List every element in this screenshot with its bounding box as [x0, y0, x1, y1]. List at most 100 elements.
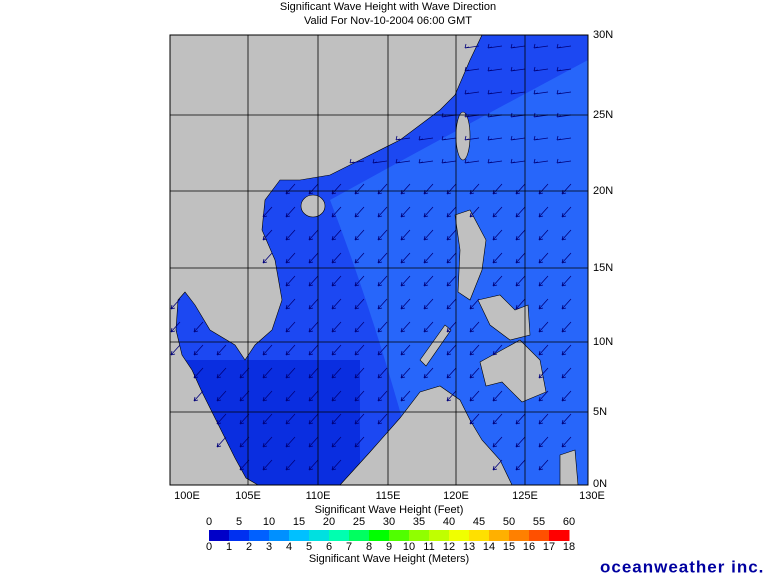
arrow [561, 344, 572, 356]
arrow [354, 390, 365, 402]
arrow [400, 206, 411, 218]
arrow [170, 344, 181, 356]
arrow [561, 275, 572, 287]
arrow [464, 135, 480, 141]
arrow [561, 367, 572, 379]
legend-swatch [289, 530, 310, 541]
legend-title: Significant Wave Height (Feet) [315, 504, 464, 516]
arrow [510, 158, 526, 164]
arrow [418, 135, 434, 141]
land [479, 339, 547, 403]
lon-label: 115E [376, 490, 401, 502]
arrow [262, 390, 273, 402]
map-frame [169, 34, 589, 486]
lat-label: 5N [593, 406, 607, 418]
arrow [446, 252, 457, 264]
feet-tick: 30 [383, 516, 395, 528]
arrow [285, 206, 296, 218]
arrow [423, 298, 434, 310]
legend-swatch [429, 530, 450, 541]
arrow [446, 344, 457, 356]
arrow [308, 252, 319, 264]
arrow [400, 321, 411, 333]
arrow [331, 298, 342, 310]
arrow [464, 66, 480, 72]
arrow [561, 229, 572, 241]
meter-tick: 12 [443, 541, 455, 553]
land [339, 385, 513, 486]
arrow [331, 413, 342, 425]
meter-tick: 9 [386, 541, 392, 553]
arrow [262, 436, 273, 448]
arrow [556, 158, 572, 164]
arrow [446, 229, 457, 241]
arrow [423, 275, 434, 287]
feet-tick: 45 [473, 516, 485, 528]
arrow [464, 43, 480, 49]
legend-swatch [389, 530, 410, 541]
arrow [538, 252, 549, 264]
arrow [285, 344, 296, 356]
arrow [469, 321, 480, 333]
legend-swatch [549, 530, 570, 541]
arrow [423, 206, 434, 218]
feet-tick: 20 [323, 516, 335, 528]
meter-tick: 11 [423, 541, 434, 553]
arrow [285, 413, 296, 425]
arrow [285, 252, 296, 264]
feet-tick: 50 [503, 516, 515, 528]
arrow [239, 413, 250, 425]
arrow [285, 298, 296, 310]
feet-tick: 55 [533, 516, 545, 528]
arrow [469, 390, 480, 402]
arrow [561, 436, 572, 448]
arrow [262, 367, 273, 379]
arrow [331, 436, 342, 448]
arrow [561, 206, 572, 218]
arrow [400, 275, 411, 287]
legend-swatch [269, 530, 290, 541]
arrow [561, 298, 572, 310]
arrow [510, 135, 526, 141]
arrow [487, 89, 503, 95]
feet-tick: 35 [413, 516, 425, 528]
arrow [354, 367, 365, 379]
meter-tick: 0 [206, 541, 212, 553]
arrow [556, 43, 572, 49]
feet-tick: 0 [206, 516, 212, 528]
arrow [515, 459, 526, 471]
arrow [308, 344, 319, 356]
arrow [423, 367, 434, 379]
legend-swatch [449, 530, 470, 541]
arrow [331, 252, 342, 264]
arrow [533, 43, 549, 49]
arrow [515, 436, 526, 448]
arrow [400, 298, 411, 310]
legend-title: Significant Wave Height (Meters) [309, 553, 469, 565]
arrow [441, 158, 457, 164]
arrow [441, 135, 457, 141]
arrow [354, 436, 365, 448]
arrow [469, 206, 480, 218]
arrow [533, 135, 549, 141]
meter-tick: 15 [503, 541, 515, 553]
meter-tick: 14 [483, 541, 495, 553]
arrow [285, 459, 296, 471]
arrow [331, 459, 342, 471]
feet-tick: 25 [353, 516, 365, 528]
arrow [400, 229, 411, 241]
legend-swatch [229, 530, 250, 541]
lat-label: 10N [593, 336, 613, 348]
legend-swatch [529, 530, 550, 541]
legend-swatch [309, 530, 330, 541]
map [169, 34, 589, 486]
arrow [262, 206, 273, 218]
arrow [538, 206, 549, 218]
arrow [349, 158, 365, 164]
arrow [377, 344, 388, 356]
arrow [331, 229, 342, 241]
arrow [464, 89, 480, 95]
arrow [216, 390, 227, 402]
arrow [308, 275, 319, 287]
lon-label: 110E [306, 490, 331, 502]
